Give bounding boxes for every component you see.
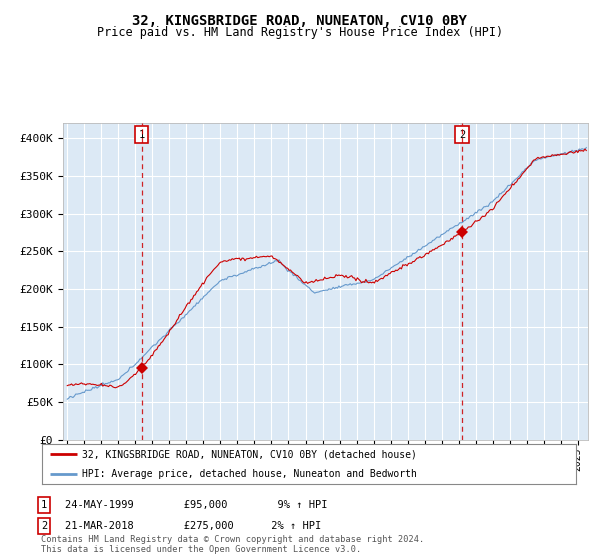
Text: 24-MAY-1999        £95,000        9% ↑ HPI: 24-MAY-1999 £95,000 9% ↑ HPI	[65, 500, 328, 510]
Text: 2: 2	[459, 129, 466, 139]
Text: 32, KINGSBRIDGE ROAD, NUNEATON, CV10 0BY (detached house): 32, KINGSBRIDGE ROAD, NUNEATON, CV10 0BY…	[82, 449, 417, 459]
Text: 1: 1	[139, 129, 145, 139]
Text: Price paid vs. HM Land Registry's House Price Index (HPI): Price paid vs. HM Land Registry's House …	[97, 26, 503, 39]
Text: 2: 2	[41, 521, 47, 531]
Text: HPI: Average price, detached house, Nuneaton and Bedworth: HPI: Average price, detached house, Nune…	[82, 469, 417, 479]
Text: 1: 1	[41, 500, 47, 510]
Text: Contains HM Land Registry data © Crown copyright and database right 2024.
This d: Contains HM Land Registry data © Crown c…	[41, 535, 424, 554]
Text: 32, KINGSBRIDGE ROAD, NUNEATON, CV10 0BY: 32, KINGSBRIDGE ROAD, NUNEATON, CV10 0BY	[133, 14, 467, 28]
Text: 21-MAR-2018        £275,000      2% ↑ HPI: 21-MAR-2018 £275,000 2% ↑ HPI	[65, 521, 321, 531]
